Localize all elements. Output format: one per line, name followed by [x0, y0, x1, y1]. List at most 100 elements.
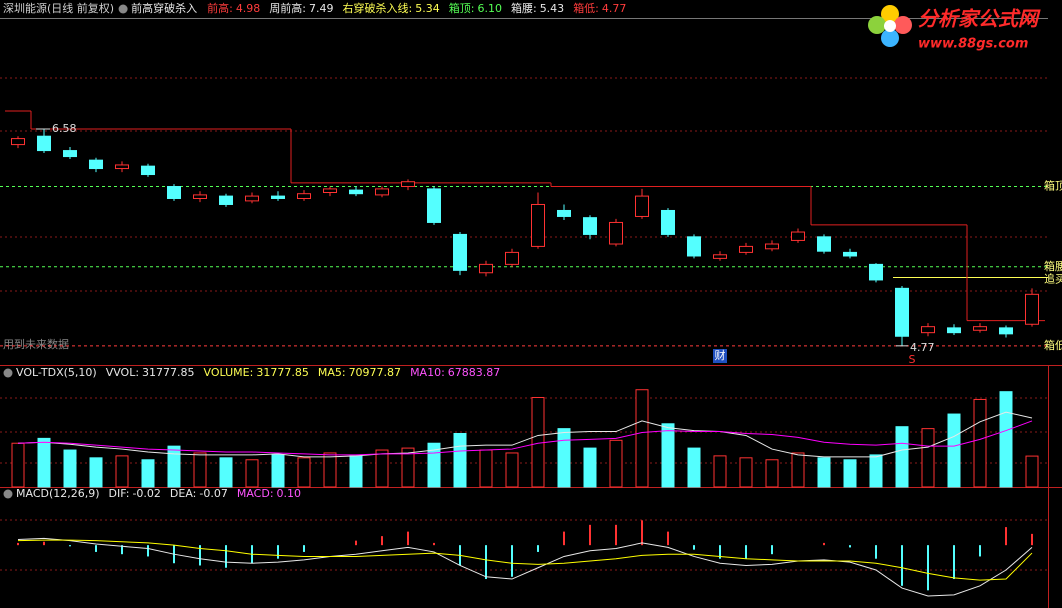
volume-bar — [115, 455, 129, 488]
readout-value: 31777.85 — [142, 366, 195, 379]
candle-body — [479, 263, 493, 274]
readout-label: 箱低: — [573, 1, 599, 15]
petal — [894, 16, 912, 34]
readout-value: -0.07 — [199, 487, 227, 500]
volume-bar — [453, 433, 467, 488]
annotation: 6.58 — [52, 122, 77, 135]
candle-body — [323, 188, 337, 193]
volume-bar — [323, 452, 337, 488]
candle-body — [791, 231, 805, 241]
petal-center — [884, 20, 896, 32]
volume-bar — [895, 426, 909, 488]
volume-bar — [609, 439, 623, 488]
readout-label: 箱腰: — [511, 1, 537, 15]
volume-bar — [427, 442, 441, 488]
candle-body — [297, 193, 311, 199]
ma-line — [17, 411, 1033, 458]
volume-bar — [713, 455, 727, 488]
level-label: 箱腰 — [1044, 259, 1062, 273]
menu-icon — [118, 4, 128, 14]
readout-label: DIF: — [109, 487, 130, 500]
readout-label: VVOL: — [106, 366, 139, 379]
candle-body — [63, 150, 77, 158]
volume-bar — [297, 457, 311, 488]
candle-body — [947, 327, 961, 334]
volume-bar — [661, 423, 675, 488]
candle-body — [739, 245, 753, 253]
candle-body — [635, 195, 649, 217]
logo: 分析家公式网 www.88gs.com — [868, 5, 1041, 52]
level-label: 箱低 — [1044, 338, 1062, 352]
volume-bar — [843, 459, 857, 488]
macd-line — [17, 539, 1033, 581]
volume-bar — [375, 449, 389, 488]
chart-title: VOL-TDX(5,10) — [16, 366, 97, 379]
readout-value: 70977.87 — [349, 366, 402, 379]
readout-value: 7.49 — [309, 2, 334, 15]
candle-body — [37, 135, 51, 152]
candle-body — [141, 165, 155, 176]
candle-body — [349, 189, 363, 195]
readout-value: 5.43 — [540, 2, 565, 15]
annotation: 4.77 — [910, 341, 935, 354]
volume-bar — [11, 442, 25, 488]
volume-bar — [1025, 455, 1039, 488]
readout-value: 4.77 — [602, 2, 627, 15]
candle-body — [843, 251, 857, 257]
readout-label: 箱顶: — [449, 1, 475, 15]
level-label: 追买 — [1044, 272, 1062, 286]
volume-bar — [479, 449, 493, 488]
volume-bar — [401, 447, 415, 488]
candle-body — [271, 195, 285, 199]
volume-bar — [167, 445, 181, 488]
chart-title: 深圳能源(日线 前复权) — [3, 1, 114, 15]
readout-label: MACD: — [237, 487, 274, 500]
candle-body — [245, 195, 259, 202]
candle-body — [765, 243, 779, 250]
volume-bar — [583, 447, 597, 488]
candle-body — [1025, 293, 1039, 325]
volume-bar — [765, 459, 779, 488]
candle-body — [609, 221, 623, 245]
readout-label: 前高: — [207, 1, 233, 15]
volume-bar — [219, 457, 233, 488]
readout-label: DEA: — [170, 487, 196, 500]
readout-label: MA10: — [410, 366, 445, 379]
marker: S — [909, 353, 916, 366]
readout-label: 右穿破杀入线: — [343, 1, 413, 15]
volume-bar — [505, 452, 519, 488]
candle-body — [89, 159, 103, 170]
candle-body — [687, 236, 701, 257]
volume-bar — [869, 454, 883, 488]
candle-body — [427, 188, 441, 223]
readout-label: 周前高: — [269, 1, 306, 15]
volume-bar — [557, 428, 571, 488]
petal — [881, 5, 899, 23]
candle-body — [661, 209, 675, 235]
macd-line — [17, 537, 1033, 597]
volume-bar — [687, 447, 701, 488]
volume-bar — [349, 455, 363, 488]
volume-bar — [739, 457, 753, 488]
volume-bar — [245, 459, 259, 488]
menu-icon — [3, 489, 13, 499]
volume-bar — [193, 452, 207, 488]
volume-bar — [817, 457, 831, 488]
volume-bar — [271, 454, 285, 488]
volume-bar — [947, 413, 961, 488]
readout-value: -0.02 — [132, 487, 160, 500]
candle-body — [193, 194, 207, 199]
volume-bar — [89, 457, 103, 488]
indicator-name: 前高穿破杀入 — [131, 1, 197, 15]
ma-line — [17, 420, 1033, 456]
level-label: 箱顶 — [1044, 179, 1062, 193]
candle-body — [167, 186, 181, 199]
candle-body — [583, 217, 597, 235]
readout-value: 31777.85 — [256, 366, 309, 379]
volume-bar — [141, 459, 155, 488]
logo-url: www.88gs.com — [918, 37, 1028, 52]
candle-body — [531, 203, 545, 247]
